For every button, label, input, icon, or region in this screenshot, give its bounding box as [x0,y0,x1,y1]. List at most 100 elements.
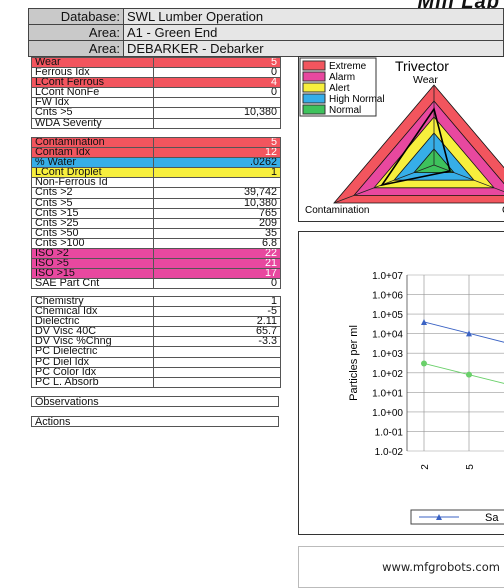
data-row: Ferrous Idx 0 [31,67,281,79]
data-row: Cnts >25 209 [31,217,281,229]
row-label: Cnts >5 [31,197,154,209]
data-row: FW Idx [31,97,281,109]
data-row: Cnts >5 10,380 [31,197,281,209]
row-label: Chemical Idx [31,306,154,318]
legend-entry: Normal [329,105,361,116]
legend-swatch [302,60,326,71]
row-value [153,117,281,129]
row-label: PC Diel Idx [31,356,154,368]
axis-label-contamination: Contamination [305,205,369,216]
axis-label-wear: Wear [413,74,438,86]
data-row: PC L. Absorb [31,376,281,388]
data-row: LCont Ferrous 4 [31,77,281,89]
data-row: PC Dielectric [31,346,281,358]
data-row: Cnts >5 10,380 [31,107,281,119]
observations-field[interactable]: Observations [31,396,279,408]
series-line [423,363,504,384]
watermark: www.mfgrobots.com [382,560,500,574]
row-label: SAE Part Cnt [31,278,154,290]
row-value [153,97,281,109]
row-value [153,346,281,358]
y-tick-label: 1.0+01 [372,388,403,399]
row-value [153,356,281,368]
row-label: % Water [31,157,154,169]
row-value: 35 [153,227,281,239]
data-point [421,360,427,367]
row-value: 209 [153,217,281,229]
y-tick-label: 1.0+02 [372,369,403,380]
data-row: Chemistry 1 [31,295,281,308]
legend-entry: Alert [329,83,350,94]
row-label: DV Visc 40C [31,326,154,338]
y-tick-label: 1.0-01 [375,427,404,438]
data-row: Cnts >50 35 [31,227,281,239]
area-label: Area: [28,24,124,41]
x-tick-label: 5 [465,464,476,470]
row-value: .0262 [153,157,281,169]
row-label: DV Visc %Chng [31,336,154,348]
row-label: WDA Severity [31,117,154,129]
data-row: ISO >15 17 [31,268,281,280]
row-label: Contamination [31,136,154,149]
row-label: LCont Droplet [31,167,154,179]
row-value: 0 [153,87,281,99]
data-row: LCont NonFe 0 [31,87,281,99]
row-label: Wear [31,56,154,69]
data-row: Cnts >15 765 [31,207,281,219]
row-label: Dielectric [31,316,154,328]
row-value: 765 [153,207,281,219]
data-point [466,330,472,337]
legend-entry: High Normal [329,94,385,105]
row-label: PC Dielectric [31,346,154,358]
actions-field[interactable]: Actions [31,416,279,428]
legend-swatch [302,104,326,115]
row-value: 0 [153,278,281,290]
subarea-label: Area: [28,40,124,57]
data-point [466,371,472,378]
area-value: A1 - Green End [123,24,504,41]
row-label: FW Idx [31,97,154,109]
y-tick-label: 1.0+07 [372,271,403,282]
contamination-table: Contamination 5 Contam Idx 12% Water .0262 LC… [31,136,281,290]
chemistry-table: Chemistry 1 Chemical Idx -5 Dielectric 2.11 DV… [31,295,281,388]
row-label: PC Color Idx [31,366,154,378]
row-label: Cnts >25 [31,217,154,229]
legend-swatch [302,82,326,93]
row-value: 0 [153,67,281,79]
row-value: 5 [153,136,281,149]
trivector-value-shape [380,107,451,187]
row-label: Ferrous Idx [31,67,154,79]
row-value: -5 [153,306,281,318]
legend-swatch [302,93,326,104]
data-row: DV Visc %Chng -3.3 [31,336,281,348]
row-value [153,177,281,189]
row-value [153,376,281,388]
data-row: DV Visc 40C 65.7 [31,326,281,338]
database-value: SWL Lumber Operation [123,8,504,25]
row-label: ISO >5 [31,258,154,270]
subarea-value: DEBARKER - Debarker [123,40,504,57]
legend-swatch [302,71,326,82]
row-value: 1 [153,167,281,179]
row-value: 12 [153,147,281,159]
data-row: SAE Part Cnt 0 [31,278,281,290]
data-row: Chemical Idx -5 [31,306,281,318]
y-tick-label: 1.0+03 [372,349,403,360]
y-tick-label: 1.0+05 [372,310,403,321]
data-row: LCont Droplet 1 [31,167,281,179]
row-label: LCont NonFe [31,87,154,99]
row-label: LCont Ferrous [31,77,154,89]
y-tick-label: 1.0+06 [372,291,403,302]
data-row: ISO >2 22 [31,248,281,260]
row-label: Cnts >15 [31,207,154,219]
row-label: Cnts >5 [31,107,154,119]
legend-label: Sa [485,512,499,524]
legend-swatch-marker [436,514,442,520]
legend-entry: Extreme [329,61,367,72]
particle-chart-panel: 1.0+07 1.0+06 1.0+05 1.0+04 1.0+03 1.0+02 1.0+… [298,231,504,535]
row-label: Non-Ferrous Id [31,177,154,189]
data-row: Cnts >2 39,742 [31,187,281,199]
data-row: % Water .0262 [31,157,281,169]
data-row: PC Color Idx [31,366,281,378]
